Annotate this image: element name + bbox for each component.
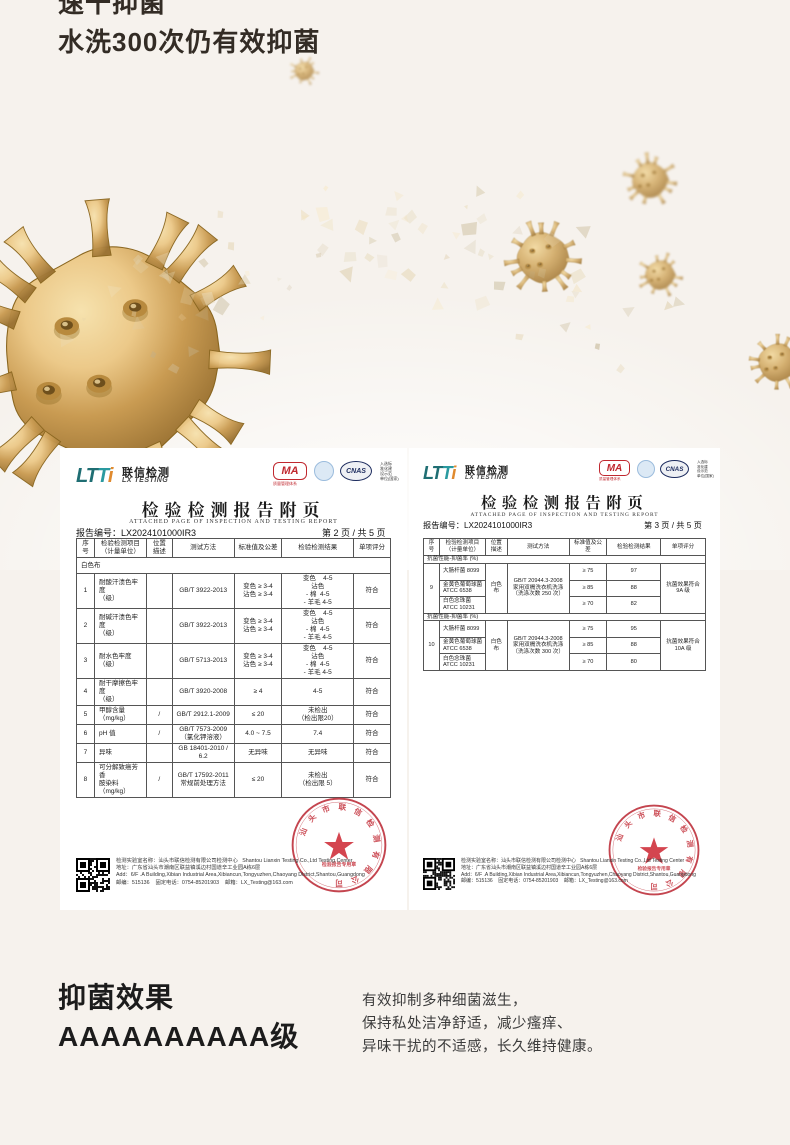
svg-text:信: 信 <box>352 805 364 818</box>
svg-text:信: 信 <box>667 813 678 825</box>
svg-text:头: 头 <box>306 811 319 824</box>
svg-text:测: 测 <box>685 839 695 848</box>
svg-text:联: 联 <box>653 809 662 819</box>
svg-text:汕: 汕 <box>297 826 309 837</box>
svg-text:市: 市 <box>321 803 332 815</box>
svg-text:头: 头 <box>622 818 634 830</box>
svg-text:联: 联 <box>338 801 347 812</box>
svg-text:市: 市 <box>637 810 648 821</box>
svg-text:测: 测 <box>371 834 382 844</box>
svg-text:检: 检 <box>678 823 690 835</box>
svg-text:检: 检 <box>364 817 377 829</box>
svg-text:汕: 汕 <box>614 833 625 843</box>
